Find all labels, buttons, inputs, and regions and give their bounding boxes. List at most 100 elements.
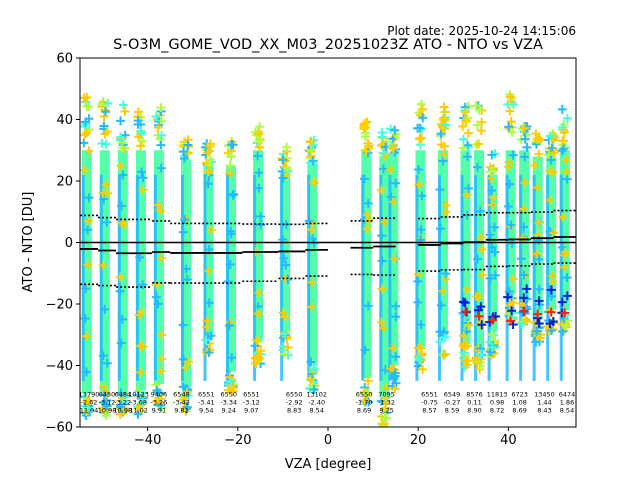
column-19-core — [505, 174, 509, 381]
column-3-inner-cross-7 — [134, 310, 144, 320]
x-tick-label-2: 0 — [324, 433, 332, 448]
column-3-inner-cross-9 — [138, 185, 148, 195]
column-16-cross-0 — [463, 128, 473, 138]
column-0-inner-cross-0 — [81, 367, 91, 377]
column-1-inner-cross-0 — [99, 382, 109, 392]
stats-label-19-mean: 1.86 — [560, 398, 574, 406]
column-22-inner-cross-6 — [549, 228, 559, 238]
column-13-inner-cross-3 — [391, 178, 401, 188]
column-16-cross-4 — [458, 134, 468, 144]
stats-label-7-n: 6550 — [221, 390, 238, 398]
column-10-cross-17 — [308, 380, 318, 390]
column-19-cross-16 — [507, 293, 517, 303]
column-8-cross-22 — [250, 341, 260, 351]
column-9-core — [280, 174, 284, 381]
column-20-cross-20 — [522, 142, 532, 152]
column-0-inner-cross-8 — [83, 225, 93, 235]
column-4-inner-cross-4 — [153, 299, 163, 309]
column-6-core — [203, 174, 207, 381]
column-2-inner-cross-9 — [116, 161, 126, 171]
column-10-cross-23 — [309, 365, 319, 375]
column-6-inner-cross-8 — [202, 322, 212, 332]
column-22-core — [546, 174, 550, 381]
stats-label-8-n: 6551 — [243, 390, 260, 398]
column-12-cross-25 — [380, 413, 390, 423]
column-16-cross-22 — [461, 356, 471, 366]
column-7-inner-cross-5 — [225, 168, 235, 178]
column-17-cross-18 — [474, 105, 484, 115]
column-8-cross-23 — [254, 135, 264, 145]
column-0-inner-cross-2 — [81, 331, 91, 341]
column-0-inner-cross-4 — [84, 216, 94, 226]
column-23-inner-cross-7 — [559, 262, 569, 272]
column-12-inner-cross-3 — [377, 317, 387, 327]
column-17-cross-2 — [476, 126, 486, 136]
column-19-rare-1 — [503, 292, 513, 302]
stats-label-18-n: 13450 — [534, 390, 555, 398]
column-9-inner-cross-6 — [280, 312, 290, 322]
column-0-inner-cross-3 — [81, 284, 91, 294]
column-23-inner-cross-8 — [562, 174, 572, 184]
column-12-cross-1 — [382, 392, 392, 402]
column-22-cross-23 — [545, 131, 555, 141]
column-10-cross-16 — [306, 374, 316, 384]
column-10-cross-25 — [308, 156, 318, 166]
stats-label-14-mean: -0.27 — [444, 398, 461, 406]
column-0-density — [81, 150, 92, 394]
column-7-inner-cross-8 — [226, 226, 236, 236]
column-18-inner-cross-4 — [485, 273, 495, 283]
column-18-red — [488, 315, 498, 325]
column-23-rare-2 — [562, 291, 572, 301]
column-16-rare-2 — [459, 297, 469, 307]
stats-label-7-sd: 9.24 — [222, 406, 236, 414]
column-2-inner-cross-8 — [118, 170, 128, 180]
column-23-cross-23 — [559, 127, 569, 137]
column-10-inner-cross-7 — [309, 178, 319, 188]
stats-label-17-mean: 1.08 — [512, 398, 526, 406]
column-14-cross-16 — [418, 364, 428, 374]
column-6-cross-19 — [204, 347, 214, 357]
column-12-cross-9 — [377, 128, 387, 138]
column-19-inner-cross-3 — [504, 287, 514, 297]
column-1-cross-14 — [97, 139, 107, 149]
y-tick-label-3: 0 — [65, 236, 73, 251]
column-13-inner-cross-1 — [386, 192, 396, 202]
stats-label-10-mean: -2.40 — [308, 398, 325, 406]
column-21-cross-16 — [531, 337, 541, 347]
column-15-inner-cross-6 — [436, 300, 446, 310]
column-5-cross-22 — [183, 140, 193, 150]
column-8-inner-cross-3 — [256, 211, 266, 221]
column-16-inner-cross-1 — [462, 190, 472, 200]
column-12-inner-cross-2 — [377, 256, 387, 266]
column-7-cross-25 — [224, 385, 234, 395]
column-16-density — [460, 150, 471, 344]
stats-label-15-mean: 0.11 — [467, 398, 481, 406]
column-14-cross-15 — [418, 104, 428, 114]
x-tick-label-0: −40 — [134, 433, 161, 448]
column-4-cross-25 — [153, 123, 163, 133]
column-12-inner-cross-5 — [376, 185, 386, 195]
column-12-cross-18 — [380, 393, 390, 403]
column-14-inner-cross-7 — [413, 297, 423, 307]
column-22-cross-21 — [545, 305, 555, 315]
column-2-cross-23 — [115, 402, 125, 412]
column-18-inner-cross-9 — [487, 242, 497, 252]
column-19-inner-cross-2 — [506, 220, 516, 230]
column-7-cross-24 — [227, 140, 237, 150]
stats-label-16-n: 11813 — [487, 390, 508, 398]
stats-label-8-sd: 9.07 — [244, 406, 258, 414]
column-11-cross-13 — [363, 376, 373, 386]
column-11-inner-cross-5 — [360, 345, 370, 355]
column-12-core — [379, 174, 383, 381]
column-11-inner-cross-4 — [362, 210, 372, 220]
column-20-cross-10 — [522, 316, 532, 326]
column-4-cross-19 — [156, 394, 166, 404]
column-13-cross-17 — [391, 378, 401, 388]
column-16-inner-cross-9 — [463, 320, 473, 330]
stats-label-9-mean: -2.92 — [286, 398, 303, 406]
column-17-inner-cross-7 — [473, 162, 483, 172]
column-22-rare-1 — [545, 319, 555, 329]
column-6-cross-25 — [201, 335, 211, 345]
column-2-cross-2 — [116, 116, 126, 126]
column-15-cross-19 — [439, 102, 449, 112]
